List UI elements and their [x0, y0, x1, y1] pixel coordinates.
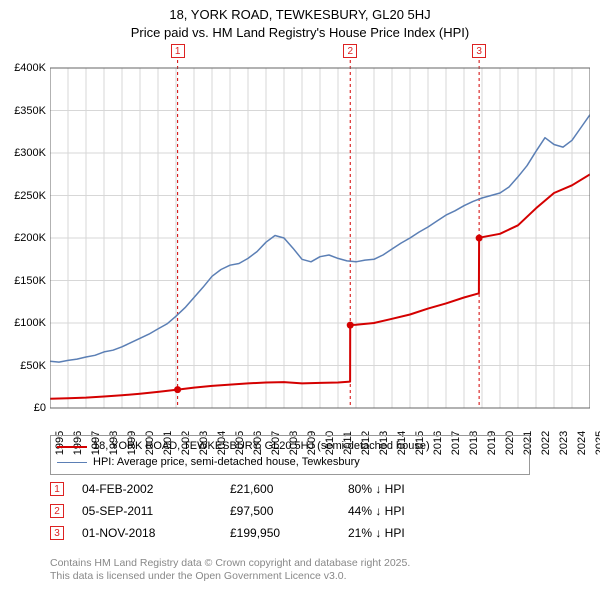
event-marker-2: 2	[343, 44, 357, 58]
event-marker-3: 3	[472, 44, 486, 58]
footer-line1: Contains HM Land Registry data © Crown c…	[50, 557, 410, 571]
y-axis-label: £100K	[0, 317, 46, 329]
y-axis-label: £0	[0, 402, 46, 414]
event-num-2: 2	[50, 504, 64, 518]
x-axis-label: 2025	[594, 431, 600, 455]
event-num-3: 3	[50, 526, 64, 540]
legend-row: HPI: Average price, semi-detached house,…	[57, 455, 523, 471]
chart-area: £0£50K£100K£150K£200K£250K£300K£350K£400…	[50, 48, 590, 423]
legend-row: 18, YORK ROAD, TEWKESBURY, GL20 5HJ (sem…	[57, 439, 523, 455]
event-num-1: 1	[50, 482, 64, 496]
y-axis-label: £350K	[0, 105, 46, 117]
event-marker-1: 1	[171, 44, 185, 58]
legend-label-1: 18, YORK ROAD, TEWKESBURY, GL20 5HJ (sem…	[93, 439, 430, 455]
footer: Contains HM Land Registry data © Crown c…	[50, 557, 410, 584]
y-axis-label: £400K	[0, 62, 46, 74]
events-table: 1 04-FEB-2002 £21,600 80% ↓ HPI 2 05-SEP…	[50, 478, 468, 544]
chart-container: 18, YORK ROAD, TEWKESBURY, GL20 5HJ Pric…	[0, 0, 600, 590]
x-axis-label: 2022	[540, 431, 552, 455]
event-price-1: £21,600	[230, 482, 330, 496]
title-block: 18, YORK ROAD, TEWKESBURY, GL20 5HJ Pric…	[0, 0, 600, 41]
event-date-3: 01-NOV-2018	[82, 526, 212, 540]
legend-label-2: HPI: Average price, semi-detached house,…	[93, 455, 360, 471]
y-axis-label: £200K	[0, 232, 46, 244]
legend-swatch-2	[57, 462, 87, 463]
event-hpi-3: 21% ↓ HPI	[348, 526, 468, 540]
event-date-1: 04-FEB-2002	[82, 482, 212, 496]
event-row: 1 04-FEB-2002 £21,600 80% ↓ HPI	[50, 478, 468, 500]
footer-line2: This data is licensed under the Open Gov…	[50, 570, 410, 584]
event-row: 3 01-NOV-2018 £199,950 21% ↓ HPI	[50, 522, 468, 544]
legend-box: 18, YORK ROAD, TEWKESBURY, GL20 5HJ (sem…	[50, 435, 530, 475]
event-price-3: £199,950	[230, 526, 330, 540]
y-axis-label: £50K	[0, 360, 46, 372]
chart-svg	[50, 48, 590, 423]
event-price-2: £97,500	[230, 504, 330, 518]
x-axis-label: 2024	[576, 431, 588, 455]
y-axis-label: £300K	[0, 147, 46, 159]
event-row: 2 05-SEP-2011 £97,500 44% ↓ HPI	[50, 500, 468, 522]
y-axis-label: £150K	[0, 275, 46, 287]
y-axis-label: £250K	[0, 190, 46, 202]
x-axis-label: 2023	[558, 431, 570, 455]
event-date-2: 05-SEP-2011	[82, 504, 212, 518]
event-hpi-2: 44% ↓ HPI	[348, 504, 468, 518]
title-line2: Price paid vs. HM Land Registry's House …	[0, 24, 600, 42]
event-hpi-1: 80% ↓ HPI	[348, 482, 468, 496]
title-line1: 18, YORK ROAD, TEWKESBURY, GL20 5HJ	[0, 6, 600, 24]
legend-swatch-1	[57, 446, 87, 448]
